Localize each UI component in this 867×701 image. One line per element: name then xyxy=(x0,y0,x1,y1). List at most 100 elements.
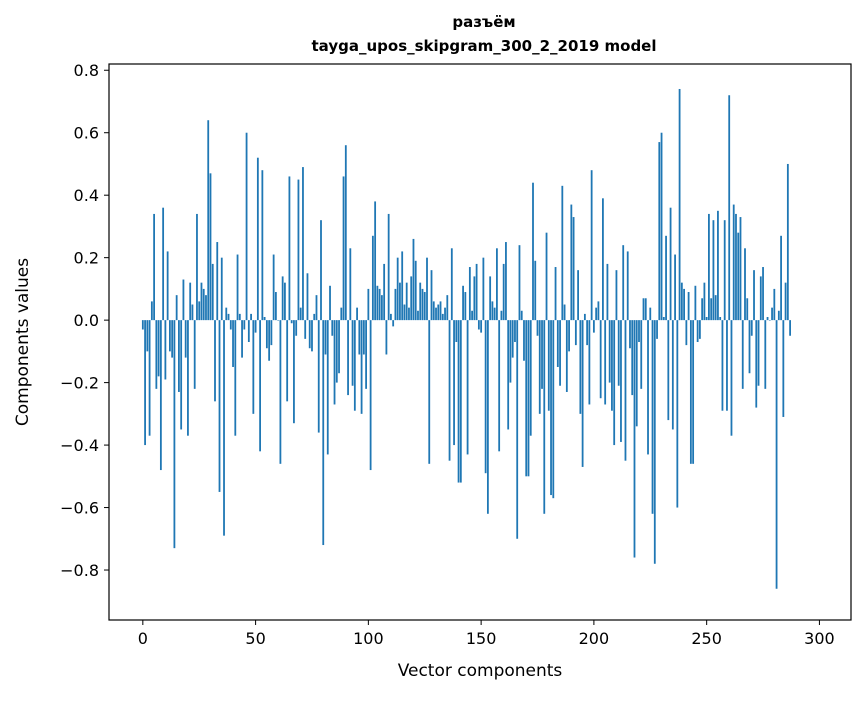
bar xyxy=(313,313,316,321)
bar xyxy=(744,248,746,321)
bar xyxy=(412,238,415,321)
bar xyxy=(417,310,419,321)
bar xyxy=(279,320,282,464)
bar xyxy=(581,320,584,467)
bar xyxy=(252,320,255,414)
bar xyxy=(396,257,399,321)
bar xyxy=(390,313,392,321)
bar xyxy=(342,176,345,321)
bar xyxy=(261,170,264,321)
bar xyxy=(509,320,512,383)
bar xyxy=(311,320,313,352)
bar xyxy=(146,320,149,352)
bar xyxy=(658,142,661,321)
bar xyxy=(453,320,455,446)
bar xyxy=(514,320,516,342)
y-tick-label: 0.2 xyxy=(74,249,99,268)
bar xyxy=(216,242,219,321)
bar xyxy=(457,320,460,483)
bar xyxy=(500,310,503,321)
bar xyxy=(477,320,480,330)
bar xyxy=(399,282,401,321)
bar xyxy=(762,267,764,321)
bar xyxy=(166,251,169,321)
bar xyxy=(326,320,329,455)
bar xyxy=(489,276,492,321)
bar xyxy=(674,254,676,321)
bar xyxy=(205,295,207,321)
bar xyxy=(579,320,582,414)
bar xyxy=(480,320,483,333)
bar xyxy=(153,213,155,321)
bar xyxy=(178,320,180,392)
bar xyxy=(764,320,767,389)
bar xyxy=(640,320,643,389)
bar xyxy=(568,320,570,352)
bar xyxy=(200,282,203,321)
bar xyxy=(367,288,370,321)
bar xyxy=(238,313,241,321)
bar xyxy=(437,304,440,321)
bar xyxy=(243,320,246,330)
bar xyxy=(482,257,485,321)
bar xyxy=(423,292,426,321)
bar xyxy=(647,320,649,455)
bar xyxy=(193,320,196,389)
bar xyxy=(617,320,620,386)
bar xyxy=(182,279,185,321)
bar xyxy=(189,282,192,321)
bar xyxy=(606,263,609,321)
bar xyxy=(696,320,699,342)
bar xyxy=(505,242,507,321)
bar xyxy=(484,320,487,474)
bar xyxy=(277,320,280,321)
bar xyxy=(662,317,665,321)
bar xyxy=(256,157,259,321)
bar xyxy=(322,320,325,546)
bar xyxy=(534,260,537,321)
bar xyxy=(362,320,365,355)
bar xyxy=(173,320,176,549)
bar xyxy=(340,307,343,321)
bar xyxy=(245,132,248,321)
x-tick-label: 150 xyxy=(466,629,497,648)
bar xyxy=(168,320,171,352)
bar xyxy=(196,213,198,321)
bar xyxy=(446,295,449,321)
plot-frame xyxy=(108,63,852,621)
bar xyxy=(374,201,377,321)
bar xyxy=(777,310,780,321)
bar xyxy=(651,320,654,514)
x-tick-label: 100 xyxy=(353,629,384,648)
bar xyxy=(329,285,331,321)
bar xyxy=(753,270,755,321)
bar xyxy=(333,320,336,405)
bar xyxy=(741,320,744,389)
bar xyxy=(692,320,695,464)
bar xyxy=(141,320,144,330)
bar xyxy=(358,320,361,355)
bar xyxy=(351,320,354,386)
bar xyxy=(218,320,221,492)
y-axis-label: Components values xyxy=(13,258,33,426)
bar xyxy=(408,307,410,321)
bar xyxy=(547,320,550,411)
bar xyxy=(356,307,358,321)
bar xyxy=(462,285,464,321)
bar xyxy=(507,320,510,430)
bar xyxy=(207,120,210,321)
bar xyxy=(180,320,183,430)
bar xyxy=(202,288,205,321)
bar xyxy=(775,320,778,589)
bar xyxy=(577,270,579,321)
bar xyxy=(459,320,462,483)
bar xyxy=(631,320,634,396)
bar xyxy=(150,301,153,321)
bar xyxy=(448,320,451,461)
bar xyxy=(518,245,521,321)
bar xyxy=(784,282,787,321)
bar xyxy=(653,320,656,564)
bar xyxy=(286,320,289,402)
bar xyxy=(597,301,600,321)
